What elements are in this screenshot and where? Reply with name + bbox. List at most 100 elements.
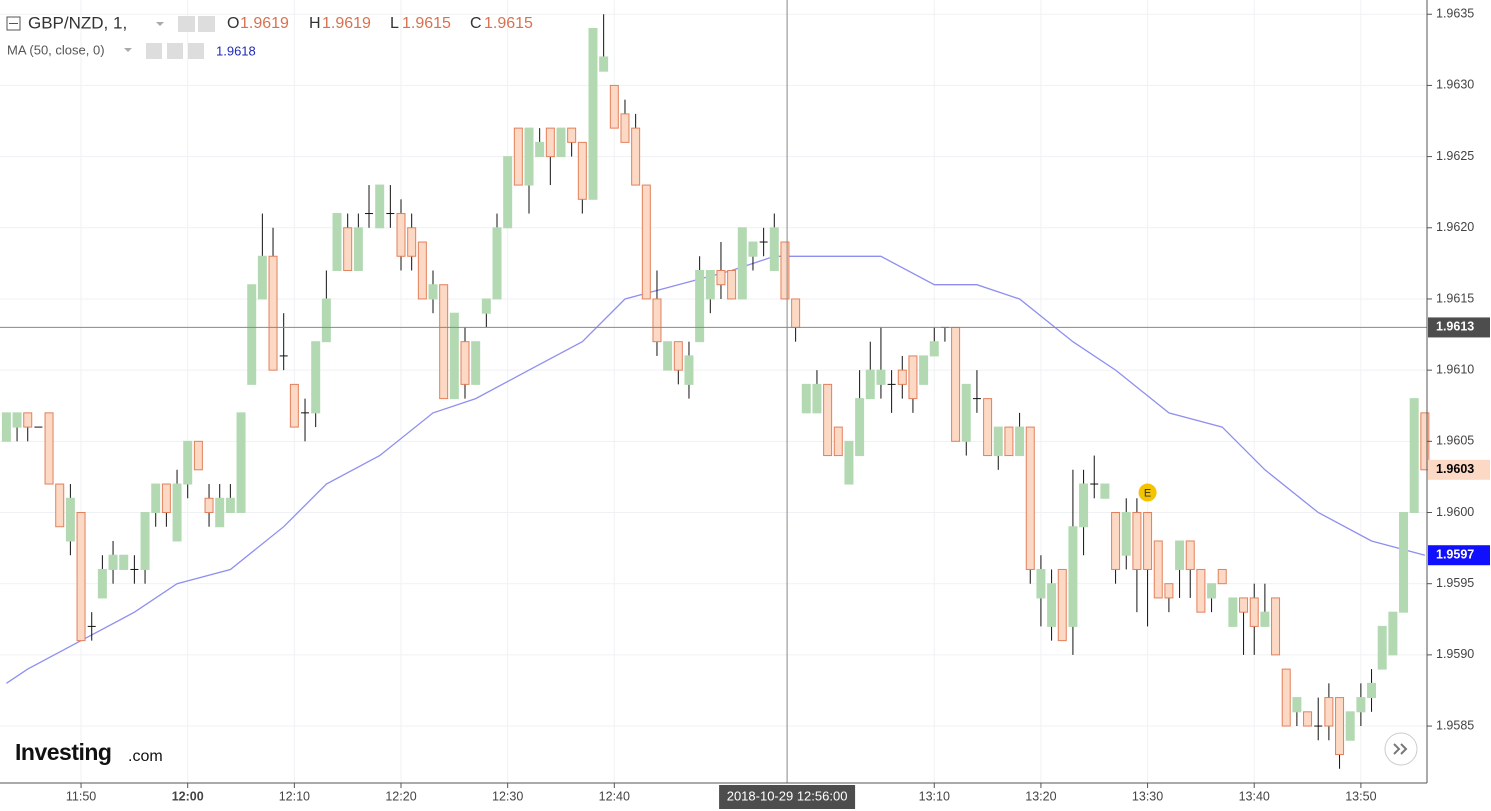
candle-body xyxy=(1036,568,1046,599)
candle-body xyxy=(833,426,843,457)
candle-body xyxy=(609,84,619,129)
candle-body xyxy=(588,27,598,200)
candle-body xyxy=(791,298,801,328)
candle-body xyxy=(908,355,918,400)
y-tick-label: 1.9635 xyxy=(1436,7,1474,21)
candle-body xyxy=(663,341,673,371)
y-tick-label: 1.9625 xyxy=(1436,149,1474,163)
candle-body xyxy=(1153,540,1163,599)
y-tick-label: 1.9620 xyxy=(1436,220,1474,234)
candle-body xyxy=(1335,697,1345,756)
candle-body xyxy=(673,341,683,371)
candle-body xyxy=(716,269,726,286)
x-tick-label: 11:50 xyxy=(66,789,96,803)
candle-body xyxy=(545,127,555,158)
candle-body xyxy=(769,227,779,271)
candle-body xyxy=(983,398,993,457)
candle-body xyxy=(801,383,811,414)
candle-body xyxy=(631,127,641,186)
candle-body xyxy=(705,269,715,300)
x-tick-label: 12:10 xyxy=(279,789,310,803)
y-tick-label: 1.9590 xyxy=(1436,647,1474,661)
candle-body xyxy=(1025,426,1035,570)
candle-body xyxy=(1303,711,1313,727)
candle-body xyxy=(1185,540,1195,570)
candle-body xyxy=(289,383,299,428)
candle-body xyxy=(652,298,662,343)
candle-body xyxy=(1345,711,1355,741)
candle-body xyxy=(876,369,886,385)
candle-body xyxy=(727,269,737,300)
dropdown-arrow[interactable] xyxy=(156,22,164,26)
candle-body xyxy=(503,156,513,229)
candle-body xyxy=(1409,398,1419,514)
candle-body xyxy=(1004,426,1014,457)
candle-body xyxy=(577,141,587,200)
indicator-remove[interactable] xyxy=(188,43,204,59)
price-label: 1.9603 xyxy=(1436,462,1474,476)
candle-body xyxy=(641,184,651,300)
x-tick-label: 13:50 xyxy=(1345,789,1376,803)
candle-body xyxy=(492,227,502,300)
candle-body xyxy=(535,141,545,158)
candle-body xyxy=(1143,512,1153,570)
close-value: 1.9615 xyxy=(484,15,533,32)
x-tick-label: 12:20 xyxy=(385,789,416,803)
x-tick-label: 12:30 xyxy=(492,789,523,803)
candle-body xyxy=(1207,583,1217,599)
candle-body xyxy=(823,383,833,457)
candle-body xyxy=(268,255,278,371)
price-label: 1.9597 xyxy=(1436,548,1474,562)
candle-body xyxy=(929,341,939,357)
candle-body xyxy=(1100,483,1110,499)
scroll-circle[interactable] xyxy=(1384,732,1418,766)
y-tick-label: 1.9615 xyxy=(1436,291,1474,305)
scroll-button[interactable] xyxy=(1384,732,1418,766)
candle-body xyxy=(12,412,22,428)
scroll-arrows xyxy=(1393,743,1408,755)
settings-icon[interactable] xyxy=(198,16,215,32)
candle-body xyxy=(108,554,118,570)
candle-body xyxy=(1377,625,1387,670)
indicator-dropdown[interactable] xyxy=(124,48,132,52)
candle-body xyxy=(1,412,11,442)
candle-body xyxy=(513,127,523,186)
candle-body xyxy=(599,56,609,72)
candle-body xyxy=(1068,526,1078,627)
candle-body xyxy=(897,369,907,385)
candle-body xyxy=(236,412,246,514)
candle-body xyxy=(1217,568,1227,585)
candle-body xyxy=(961,383,971,442)
candle-body xyxy=(1367,682,1377,699)
candle-body xyxy=(353,227,363,271)
indicator-settings[interactable] xyxy=(167,43,183,59)
high-label: H xyxy=(309,15,321,32)
candle-body xyxy=(1281,668,1291,727)
y-tick-label: 1.9630 xyxy=(1436,78,1474,92)
collapse-icon[interactable] xyxy=(6,16,21,31)
candle-body xyxy=(407,227,417,257)
visibility-icon[interactable] xyxy=(178,16,195,32)
candle-body xyxy=(193,440,203,471)
price-label-box xyxy=(1428,317,1490,338)
x-tick-label: 12:00 xyxy=(172,789,204,803)
candle-body xyxy=(684,355,694,385)
axes: 1.9585 1.9590 1.9595 1.9600 1.9605 1.9610 1.96… xyxy=(66,7,1490,809)
candle-body xyxy=(428,284,438,300)
y-tick-label: 1.9605 xyxy=(1436,434,1474,448)
x-tick-label: 12:40 xyxy=(599,789,630,803)
candle-body xyxy=(1388,611,1398,656)
candle-body xyxy=(1196,568,1206,613)
candle-body xyxy=(119,554,129,570)
candle-body xyxy=(1399,512,1409,613)
price-label: 1.9613 xyxy=(1436,320,1474,334)
candle-body xyxy=(1164,583,1174,599)
candle-body xyxy=(1356,697,1366,713)
candle-body xyxy=(812,383,822,414)
indicator-visibility[interactable] xyxy=(146,43,162,59)
low-label: L xyxy=(390,15,399,32)
candle-body xyxy=(1324,697,1334,727)
candle-body xyxy=(375,184,385,229)
header: GBP/NZD, 1, O 1.9619 H 1.9619 L 1.9615 C… xyxy=(6,13,533,59)
candle-body xyxy=(449,312,459,400)
